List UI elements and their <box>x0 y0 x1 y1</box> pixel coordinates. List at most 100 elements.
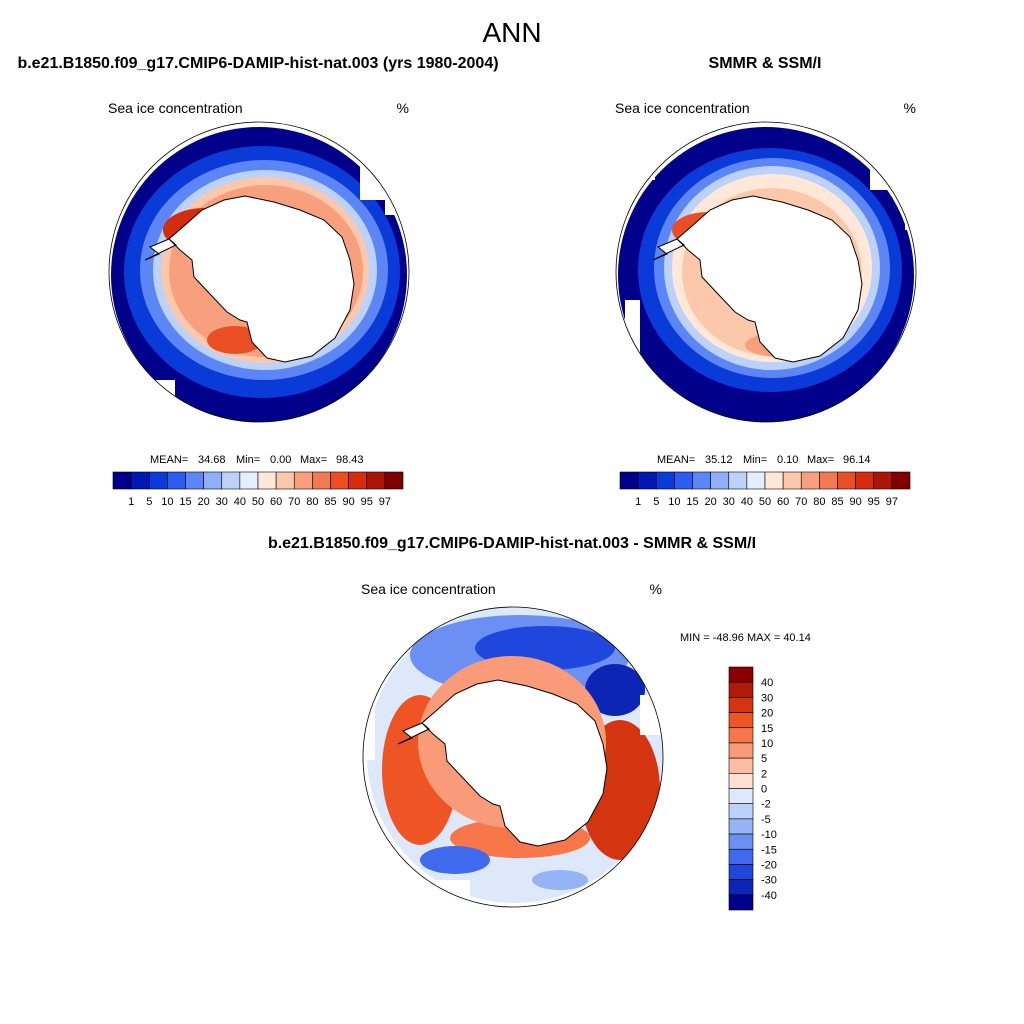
obs-colorbar-swatch <box>746 471 766 490</box>
model-colorbar-swatch <box>293 471 313 490</box>
diff-colorbar-tick-label: 15 <box>761 723 773 735</box>
obs-colorbar-tick-label: 15 <box>686 496 698 508</box>
obs-colorbar-tick-label: 10 <box>668 496 680 508</box>
diff-colorbar-tick-label: 2 <box>761 768 767 780</box>
diff-colorbar-tick-label: -5 <box>761 814 771 826</box>
diff-colorbar-tick-label: -15 <box>761 844 777 856</box>
diff-colorbar-swatch <box>728 864 754 880</box>
obs-colorbar-tick-label: 5 <box>653 496 659 508</box>
model-mean-label: MEAN= <box>150 454 188 466</box>
model-max-value: 98.43 <box>336 454 364 466</box>
obs-colorbar-swatch <box>873 471 893 490</box>
diff-colorbar-swatch <box>728 788 754 804</box>
diff-colorbar-tick-label: 10 <box>761 738 773 750</box>
diff-colorbar-tick-label: 5 <box>761 753 767 765</box>
diff-minmax-text: MIN = -48.96 MAX = 40.14 <box>680 632 811 644</box>
diff-colorbar-swatch <box>728 757 754 774</box>
diff-colorbar-tick-label: 0 <box>761 784 767 796</box>
diff-colorbar-swatch <box>728 742 754 759</box>
diff-colorbar-swatch <box>728 727 754 744</box>
diff-colorbar-swatch <box>728 681 754 698</box>
diff-colorbar-swatch <box>728 818 754 835</box>
obs-colorbar-swatch <box>674 471 693 490</box>
obs-colorbar-swatch <box>728 471 748 490</box>
obs-colorbar-swatch <box>819 471 838 490</box>
model-colorbar-tick-label: 95 <box>361 496 373 508</box>
obs-stats: MEAN= 35.12 Min= 0.10 Max= 96.14 <box>657 454 871 466</box>
model-colorbar-swatch <box>257 471 277 490</box>
model-colorbar-swatch <box>185 471 204 490</box>
obs-colorbar-swatch <box>782 471 802 490</box>
obs-colorbar-swatch <box>764 471 784 490</box>
model-colorbar-tick-label: 60 <box>270 496 282 508</box>
obs-colorbar-swatch <box>855 471 875 490</box>
diff-units-label: % <box>650 581 662 597</box>
diff-colorbar-swatch <box>728 894 754 911</box>
diff-south-deficit <box>532 870 588 890</box>
diff-colorbar-tick-label: -30 <box>761 875 777 887</box>
obs-variable-label: Sea ice concentration <box>615 100 750 116</box>
model-colorbar-tick-label: 30 <box>216 496 228 508</box>
obs-colorbar-swatch <box>837 471 856 490</box>
model-min-label: Min= <box>236 454 260 466</box>
obs-colorbar-tick-label: 60 <box>777 496 789 508</box>
obs-panel-title: SMMR & SSM/I <box>709 55 822 72</box>
diff-colorbar-tick-label: -10 <box>761 829 777 841</box>
obs-max-value: 96.14 <box>843 454 871 466</box>
obs-mean-label: MEAN= <box>657 454 695 466</box>
model-colorbar-tick-label: 1 <box>128 496 134 508</box>
obs-units-label: % <box>904 100 916 116</box>
obs-colorbar-swatch <box>619 471 639 490</box>
diff-colorbar-swatch <box>728 879 754 896</box>
diff-colorbar-swatch <box>728 773 754 789</box>
obs-colorbar-swatch <box>891 471 911 490</box>
model-colorbar-swatch <box>203 471 223 490</box>
obs-colorbar-swatch <box>692 471 711 490</box>
model-colorbar-swatch <box>275 471 295 490</box>
diff-colorbar-swatch <box>728 697 754 713</box>
diff-colorbar-swatch <box>728 712 754 729</box>
obs-min-value: 0.10 <box>777 454 798 466</box>
model-panel-title: b.e21.B1850.f09_g17.CMIP6-DAMIP-hist-nat… <box>17 55 498 72</box>
obs-polar-map <box>615 121 917 423</box>
diff-colorbar-tick-label: -40 <box>761 890 777 902</box>
model-colorbar-tick-label: 15 <box>179 496 191 508</box>
obs-colorbar-swatch <box>800 471 820 490</box>
model-colorbar-tick-label: 80 <box>306 496 318 508</box>
model-colorbar-swatch <box>348 471 368 490</box>
diff-southwest-deficit <box>420 846 490 874</box>
model-colorbar: 1 5 10 15 20 30 40 50 60 70 80 85 90 95 97 <box>112 471 404 508</box>
diff-colorbar-tick-label: -2 <box>761 799 771 811</box>
diff-polar-map <box>362 606 664 908</box>
model-colorbar-tick-label: 85 <box>324 496 336 508</box>
diff-colorbar-tick-label: 20 <box>761 708 773 720</box>
model-colorbar-swatch <box>167 471 186 490</box>
obs-panel: SMMR & SSM/I Sea ice concentration % <box>615 55 917 508</box>
model-variable-label: Sea ice concentration <box>108 100 243 116</box>
model-colorbar-tick-label: 97 <box>379 496 391 508</box>
diff-northeast-deficit <box>585 664 645 716</box>
model-polar-map <box>108 121 410 423</box>
obs-mean-value: 35.12 <box>705 454 733 466</box>
model-colorbar-tick-label: 70 <box>288 496 300 508</box>
obs-colorbar-tick-label: 40 <box>741 496 753 508</box>
model-colorbar-tick-label: 90 <box>343 496 355 508</box>
model-colorbar-tick-label: 10 <box>161 496 173 508</box>
obs-min-label: Min= <box>743 454 767 466</box>
obs-colorbar: 1 5 10 15 20 30 40 50 60 70 80 85 90 95 97 <box>619 471 911 508</box>
obs-colorbar-tick-label: 70 <box>795 496 807 508</box>
diff-colorbar-swatch <box>728 666 754 683</box>
model-colorbar-swatch <box>221 471 241 490</box>
model-min-value: 0.00 <box>270 454 291 466</box>
model-colorbar-tick-label: 50 <box>252 496 264 508</box>
model-colorbar-tick-label: 20 <box>198 496 210 508</box>
model-colorbar-swatch <box>148 471 168 490</box>
model-colorbar-tick-label: 40 <box>234 496 246 508</box>
figure-title: ANN <box>482 17 541 48</box>
obs-colorbar-tick-label: 30 <box>723 496 735 508</box>
diff-panel-title: b.e21.B1850.f09_g17.CMIP6-DAMIP-hist-nat… <box>268 535 756 552</box>
diff-colorbar-swatch <box>728 833 754 850</box>
obs-colorbar-swatch <box>710 471 730 490</box>
obs-colorbar-tick-label: 50 <box>759 496 771 508</box>
